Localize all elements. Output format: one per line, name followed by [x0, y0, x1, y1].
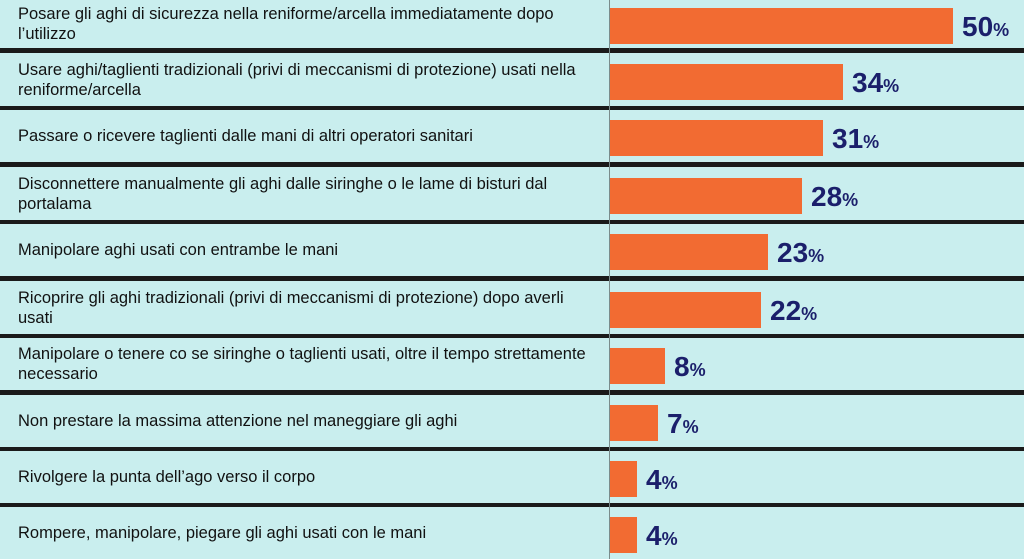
value-label: 23%	[777, 239, 824, 267]
category-label: Non prestare la massima attenzione nel m…	[18, 412, 458, 430]
bar-row: Rivolgere la punta dell’ago verso il cor…	[0, 451, 1024, 503]
category-label: Disconnettere manualmente gli aghi dalle…	[18, 174, 548, 213]
bar-row: Passare o ricevere taglienti dalle mani …	[0, 110, 1024, 162]
bar-row: Rompere, manipolare, piegare gli aghi us…	[0, 507, 1024, 559]
value-number: 34	[852, 67, 884, 98]
value-label: 22%	[770, 297, 817, 325]
category-label: Manipolare o tenere co se siringhe o tag…	[18, 345, 586, 383]
bar-row: Usare aghi/taglienti tradizionali (privi…	[0, 53, 1024, 106]
value-label: 34%	[852, 69, 899, 97]
bar	[610, 348, 665, 384]
value-unit: %	[993, 20, 1010, 40]
value-unit: %	[842, 190, 859, 210]
value-unit: %	[883, 76, 900, 96]
category-label: Rivolgere la punta dell’ago verso il cor…	[18, 468, 316, 486]
value-unit: %	[863, 132, 880, 152]
value-label: 7%	[667, 410, 699, 438]
bar	[610, 178, 802, 214]
bar	[610, 292, 761, 328]
bar	[610, 120, 823, 156]
category-label: Ricoprire gli aghi tradizionali (privi d…	[18, 288, 564, 327]
bar-row: Manipolare o tenere co se siringhe o tag…	[0, 338, 1024, 390]
value-unit: %	[689, 360, 706, 380]
value-label: 31%	[832, 125, 879, 153]
bar	[610, 405, 658, 441]
category-label: Posare gli aghi di sicurezza nella renif…	[18, 5, 554, 43]
bar	[610, 461, 637, 497]
value-number: 50	[962, 11, 994, 42]
value-number: 23	[777, 237, 809, 268]
category-label: Manipolare aghi usati con entrambe le ma…	[18, 241, 339, 259]
value-label: 4%	[646, 522, 678, 550]
value-label: 8%	[674, 353, 706, 381]
value-unit: %	[808, 246, 825, 266]
value-label: 50%	[962, 13, 1009, 41]
value-unit: %	[661, 529, 678, 549]
value-number: 28	[811, 181, 843, 212]
category-label: Rompere, manipolare, piegare gli aghi us…	[18, 524, 427, 542]
bar-row: Manipolare aghi usati con entrambe le ma…	[0, 224, 1024, 276]
bar	[610, 234, 768, 270]
bar-row: Ricoprire gli aghi tradizionali (privi d…	[0, 281, 1024, 334]
value-number: 4	[646, 520, 662, 551]
bar-row: Posare gli aghi di sicurezza nella renif…	[0, 0, 1024, 48]
bar-row: Non prestare la massima attenzione nel m…	[0, 395, 1024, 447]
value-unit: %	[682, 417, 699, 437]
value-number: 4	[646, 464, 662, 495]
value-number: 22	[770, 295, 802, 326]
value-number: 7	[667, 408, 683, 439]
bar	[610, 64, 843, 100]
category-label: Passare o ricevere taglienti dalle mani …	[18, 127, 473, 145]
value-number: 8	[674, 351, 690, 382]
bar-row: Disconnettere manualmente gli aghi dalle…	[0, 167, 1024, 220]
bar	[610, 8, 953, 44]
bar	[610, 517, 637, 553]
axis-baseline	[609, 0, 610, 559]
value-unit: %	[801, 304, 818, 324]
value-number: 31	[832, 123, 864, 154]
value-label: 28%	[811, 183, 858, 211]
value-label: 4%	[646, 466, 678, 494]
value-unit: %	[661, 473, 678, 493]
category-label: Usare aghi/taglienti tradizionali (privi…	[18, 60, 576, 99]
